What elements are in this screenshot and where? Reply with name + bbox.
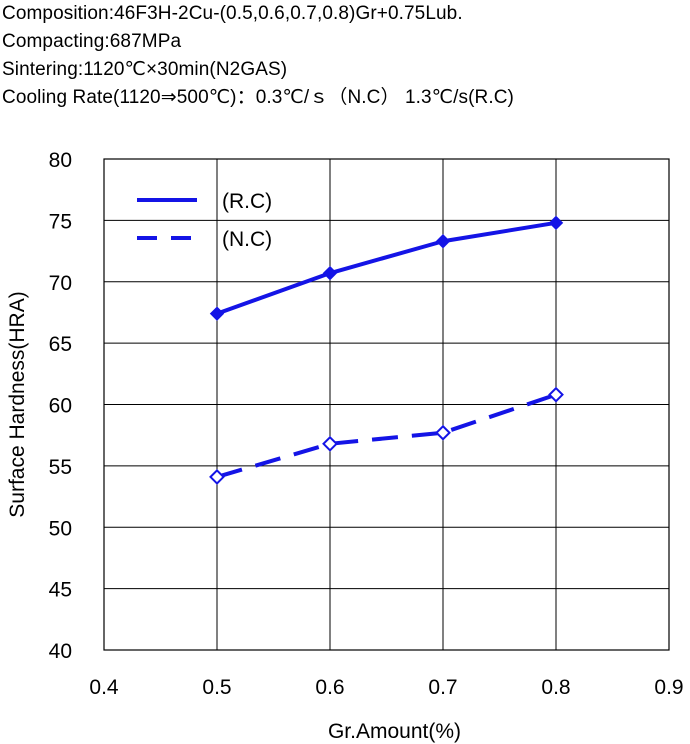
- y-tick-label: 65: [49, 333, 72, 356]
- compacting-line: Compacting:687MPa: [2, 31, 182, 52]
- data-point-marker: [322, 265, 338, 281]
- x-tick-label: 0.9: [654, 676, 683, 699]
- legend: (R.C) (N.C): [137, 190, 272, 251]
- y-tick-label: 50: [49, 517, 72, 540]
- x-tick-label: 0.8: [541, 676, 570, 699]
- tick-labels: 0.4 0.5 0.6 0.7 0.8 0.9 40 45 50 55 60 65 70 75 80: [49, 149, 684, 699]
- x-tick-label: 0.7: [428, 676, 457, 699]
- data-point-marker: [209, 306, 225, 321]
- y-tick-label: 55: [49, 456, 72, 479]
- grid-lines: [103, 158, 670, 651]
- y-tick-label: 40: [49, 640, 72, 663]
- series-layer: [209, 215, 564, 485]
- composition-line: Composition:46F3H-2Cu-(0.5,0.6,0.7,0.8)G…: [2, 3, 463, 24]
- series-line: [216, 220, 557, 316]
- data-point-marker: [548, 386, 564, 403]
- y-tick-label: 80: [49, 149, 72, 172]
- x-tick-label: 0.5: [202, 676, 231, 699]
- series-line: [216, 392, 557, 479]
- y-tick-label: 45: [49, 579, 72, 602]
- data-point-marker: [435, 424, 451, 441]
- y-tick-label: 70: [49, 272, 72, 295]
- data-point-marker: [548, 215, 564, 231]
- data-point-marker: [435, 234, 451, 249]
- sintering-line: Sintering:1120℃×30min(N2GAS): [2, 59, 288, 80]
- plot-frame: [103, 158, 670, 651]
- x-axis-title: Gr.Amount(%): [328, 720, 461, 743]
- legend-label: (R.C): [222, 190, 272, 213]
- header-text-block: Composition:46F3H-2Cu-(0.5,0.6,0.7,0.8)G…: [2, 0, 690, 112]
- x-tick-label: 0.4: [89, 676, 119, 699]
- y-tick-label: 60: [49, 395, 72, 418]
- cooling-rate-line: Cooling Rate(1120⇒500℃)：0.3℃/ｓ（N.C） 1.3℃…: [2, 87, 514, 108]
- y-axis-title: Surface Hardness(HRA): [6, 291, 29, 517]
- data-point-marker: [322, 435, 338, 452]
- legend-label: (N.C): [222, 228, 272, 251]
- data-point-marker: [209, 469, 225, 485]
- y-tick-label: 75: [49, 210, 72, 233]
- x-tick-label: 0.6: [315, 676, 344, 699]
